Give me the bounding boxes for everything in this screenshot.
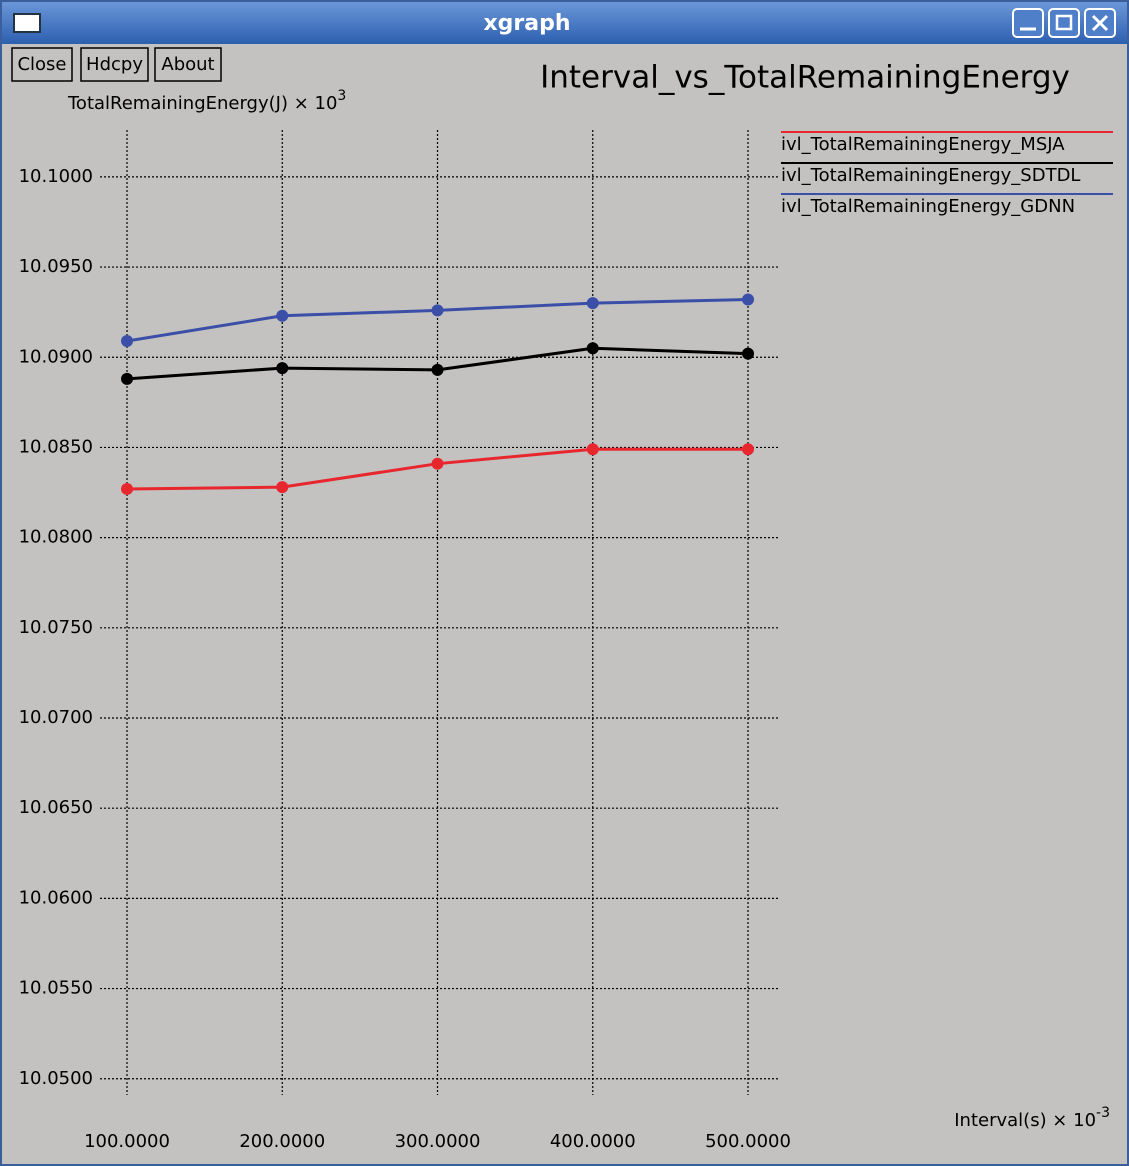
data-point	[431, 304, 444, 317]
legend-label: ivl_TotalRemainingEnergy_SDTDL	[781, 165, 1080, 186]
data-point	[431, 363, 444, 376]
data-point	[586, 297, 599, 310]
window-icon	[13, 13, 41, 33]
y-tick-label: 10.0550	[19, 978, 93, 999]
legend-label: ivl_TotalRemainingEnergy_MSJA	[781, 134, 1065, 155]
button-label[interactable]: Close	[17, 54, 66, 75]
window-title: xgraph	[483, 11, 570, 36]
x-tick-label: 500.0000	[705, 1131, 791, 1152]
button[interactable]: Close	[11, 47, 73, 82]
y-tick-label: 10.0950	[19, 256, 93, 277]
data-point	[742, 347, 755, 360]
data-point	[276, 481, 289, 494]
button-frame[interactable]	[154, 47, 222, 82]
legend-label: ivl_TotalRemainingEnergy_GDNN	[781, 196, 1075, 217]
y-tick-label: 10.0800	[19, 527, 93, 548]
x-axis-label: Interval(s) × 10-3	[954, 1105, 1110, 1131]
y-axis-label-exponent: 3	[337, 88, 346, 104]
x-tick-label: 200.0000	[239, 1131, 325, 1152]
y-tick-label: 10.0650	[19, 797, 93, 818]
data-point	[742, 443, 755, 456]
button-label[interactable]: Hdcpy	[86, 54, 143, 75]
x-axis-label-text: Interval(s) × 10	[954, 1110, 1096, 1131]
data-point	[121, 335, 134, 348]
y-tick-label: 10.0850	[19, 436, 93, 457]
y-tick-label: 10.0750	[19, 617, 93, 638]
y-axis-label: TotalRemainingEnergy(J) × 103	[67, 88, 346, 114]
data-point	[586, 342, 599, 355]
x-tick-label: 400.0000	[550, 1131, 636, 1152]
y-tick-label: 10.0500	[19, 1068, 93, 1089]
y-tick-label: 10.1000	[19, 166, 93, 187]
data-point	[586, 443, 599, 456]
button-frame[interactable]	[11, 47, 73, 82]
title-bar	[2, 2, 1127, 44]
button-label[interactable]: About	[161, 54, 214, 75]
button[interactable]: Hdcpy	[80, 47, 149, 82]
y-tick-label: 10.0600	[19, 887, 93, 908]
button-frame[interactable]	[80, 47, 149, 82]
window-controls[interactable]	[1012, 8, 1116, 38]
data-point	[121, 372, 134, 385]
x-tick-label: 300.0000	[395, 1131, 481, 1152]
chart-title: Interval_vs_TotalRemainingEnergy	[540, 60, 1070, 96]
y-axis-label-text: TotalRemainingEnergy(J) × 10	[67, 93, 337, 114]
button[interactable]: About	[154, 47, 222, 82]
y-tick-label: 10.0900	[19, 346, 93, 367]
data-point	[276, 362, 289, 375]
data-point	[276, 309, 289, 322]
data-point	[742, 293, 755, 306]
x-tick-label: 100.0000	[84, 1131, 170, 1152]
x-axis-label-exponent: -3	[1096, 1105, 1110, 1121]
data-point	[121, 482, 134, 495]
data-point	[431, 457, 444, 470]
y-tick-label: 10.0700	[19, 707, 93, 728]
